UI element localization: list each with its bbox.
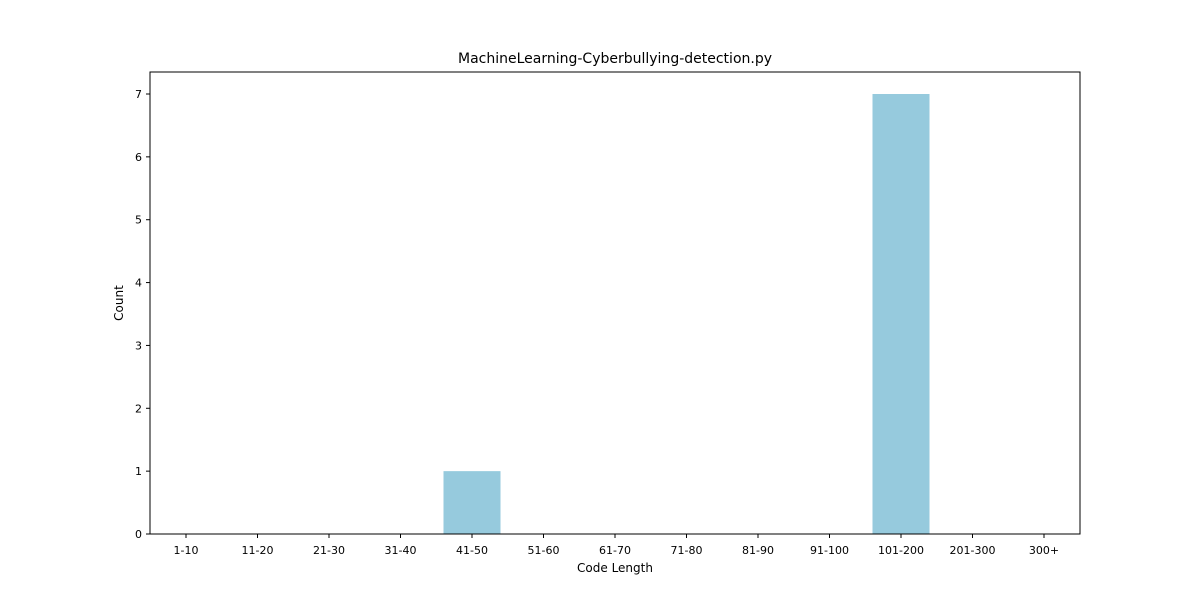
x-tick-label: 21-30 [313, 544, 345, 557]
x-tick-label: 71-80 [671, 544, 703, 557]
y-tick-label: 3 [135, 339, 142, 352]
x-tick-label: 91-100 [810, 544, 849, 557]
x-axis-label: Code Length [577, 561, 653, 575]
y-axis-label: Count [112, 285, 126, 321]
y-tick-label: 5 [135, 214, 142, 227]
y-tick-label: 7 [135, 88, 142, 101]
y-tick-label: 1 [135, 465, 142, 478]
bars-group [443, 94, 930, 534]
x-tick-label: 31-40 [385, 544, 417, 557]
x-tick-label: 61-70 [599, 544, 631, 557]
x-tick-label: 51-60 [528, 544, 560, 557]
x-tick-label: 101-200 [878, 544, 924, 557]
y-ticks-group: 0 1 2 3 4 5 6 7 [135, 88, 150, 541]
y-tick-label: 6 [135, 151, 142, 164]
x-ticks-group: 1-10 11-20 21-30 31-40 41-50 51-60 61-70 71-80 8… [174, 534, 1059, 557]
y-tick-label: 2 [135, 402, 142, 415]
x-tick-label: 201-300 [950, 544, 996, 557]
bar-101-200 [872, 94, 930, 534]
x-tick-label: 41-50 [456, 544, 488, 557]
x-tick-label: 1-10 [174, 544, 199, 557]
x-tick-label: 81-90 [742, 544, 774, 557]
y-tick-label: 4 [135, 277, 142, 290]
x-tick-label: 300+ [1029, 544, 1059, 557]
chart-title: MachineLearning-Cyberbullying-detection.… [458, 51, 772, 67]
plot-frame [149, 71, 1081, 535]
y-tick-label: 0 [135, 528, 142, 541]
bar-41-50 [443, 471, 501, 534]
x-tick-label: 11-20 [242, 544, 274, 557]
